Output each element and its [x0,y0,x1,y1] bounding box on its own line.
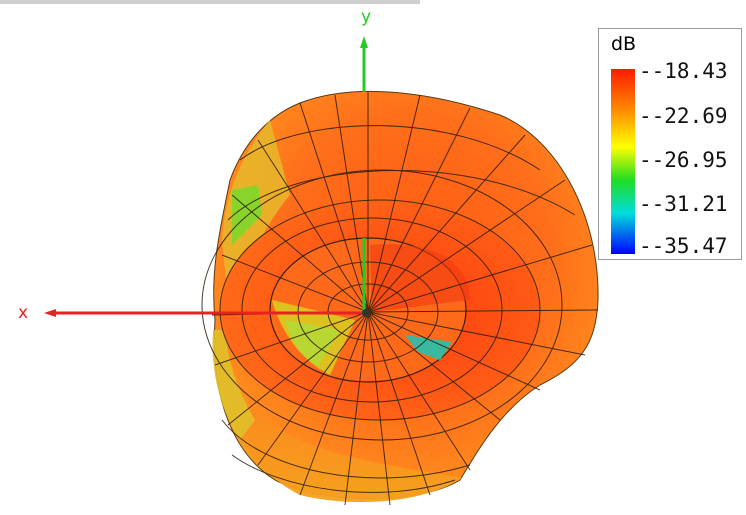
lower-lobe [215,350,462,503]
left-lower-yellow [212,330,255,440]
legend-entry: --22.69 [639,104,728,128]
legend-entry: --26.95 [639,148,728,172]
origin-marker [362,309,370,317]
left-green-patch [232,185,262,245]
legend-entry: --18.43 [639,59,728,83]
legend-title: dB [611,33,637,55]
x-axis-label: x [18,303,28,323]
header-strip [0,0,420,4]
legend-entry: --35.47 [639,234,728,258]
y-axis-arrowhead [360,36,368,48]
legend-entry: --31.21 [639,192,728,216]
legend-colorbar [611,69,635,254]
color-scale-legend: dB --18.43 --22.69 --26.95 --31.21 --35.… [598,28,742,260]
mesh-grid [201,92,599,506]
x-axis-arrowhead [44,309,56,317]
cyan-null-region [405,335,452,360]
y-axis-label: y [361,7,371,27]
